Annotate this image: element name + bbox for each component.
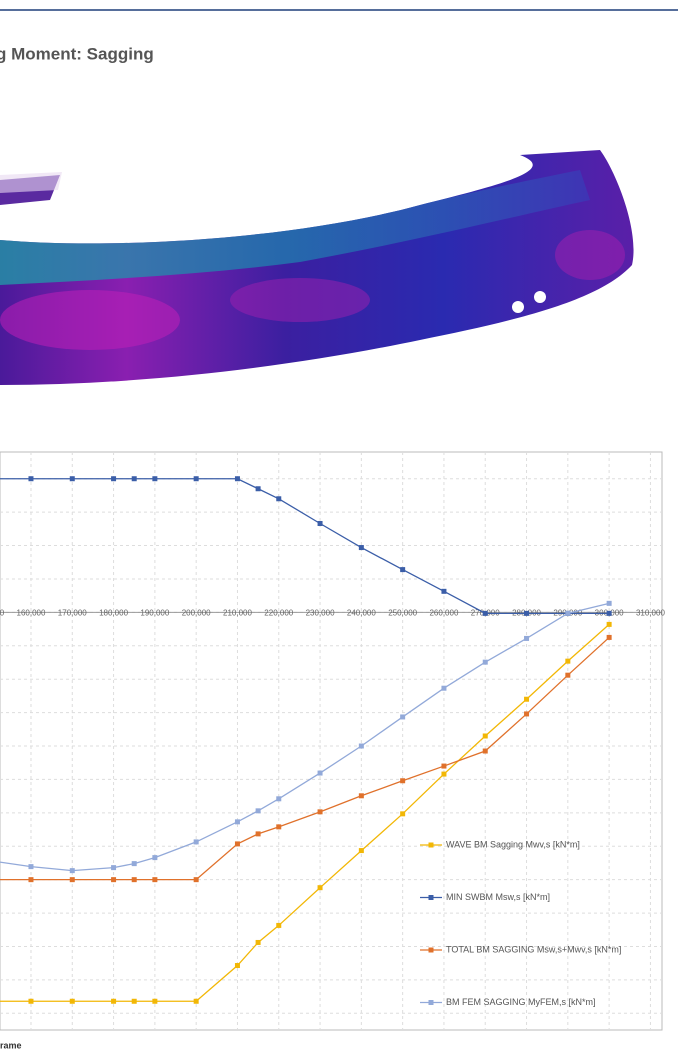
data-point (256, 486, 261, 491)
data-point (359, 744, 364, 749)
data-point (28, 999, 33, 1004)
data-point (111, 999, 116, 1004)
legend-label: BM FEM SAGGING MyFEM,s [kN*m] (446, 997, 596, 1007)
legend-label: WAVE BM Sagging Mwv,s [kN*m] (446, 839, 580, 849)
data-point (400, 811, 405, 816)
data-point (132, 877, 137, 882)
data-point (359, 793, 364, 798)
x-tick-label: 220,000 (264, 608, 293, 617)
data-point (276, 923, 281, 928)
x-tick-label: 160,000 (17, 608, 46, 617)
data-point (400, 714, 405, 719)
legend-label: TOTAL BM SAGGING Msw,s+Mwv,s [kN*m] (446, 944, 621, 954)
data-point (483, 660, 488, 665)
data-point (256, 940, 261, 945)
x-tick-label: 180,000 (99, 608, 128, 617)
ship-model (0, 150, 634, 385)
data-point (565, 659, 570, 664)
data-point (256, 808, 261, 813)
data-point (607, 611, 612, 616)
data-point (70, 868, 75, 873)
data-point (524, 711, 529, 716)
x-tick-label: 170,000 (58, 608, 87, 617)
data-point (318, 809, 323, 814)
series-line (0, 603, 609, 870)
series-line (0, 479, 609, 614)
data-point (607, 622, 612, 627)
data-point (28, 864, 33, 869)
data-point (256, 831, 261, 836)
data-point (111, 877, 116, 882)
data-point (441, 772, 446, 777)
legend-marker (429, 1000, 434, 1005)
data-point (235, 476, 240, 481)
data-point (276, 796, 281, 801)
data-point (483, 733, 488, 738)
data-point (524, 636, 529, 641)
data-point (70, 877, 75, 882)
data-point (132, 476, 137, 481)
legend-marker (429, 895, 434, 900)
x-tick-label: 250,000 (388, 608, 417, 617)
plot-frame (0, 452, 662, 1030)
data-point (400, 778, 405, 783)
data-point (359, 848, 364, 853)
page: {"chart_data": {"type": "line", "title":… (0, 0, 678, 1050)
data-point (194, 839, 199, 844)
legend-marker (429, 948, 434, 953)
data-point (152, 999, 157, 1004)
data-point (483, 749, 488, 754)
data-point (28, 877, 33, 882)
data-point (318, 885, 323, 890)
data-point (235, 819, 240, 824)
data-point (152, 855, 157, 860)
data-point (152, 476, 157, 481)
data-point (318, 521, 323, 526)
data-point (70, 999, 75, 1004)
data-point (524, 697, 529, 702)
data-point (194, 999, 199, 1004)
data-point (565, 673, 570, 678)
x-axis-title: rame (0, 1040, 22, 1050)
data-point (359, 545, 364, 550)
slide: g Moment: Sagging 150,000 160,000 170,000 1… (0, 0, 678, 1050)
x-tick-label: 260,000 (429, 608, 458, 617)
data-point (607, 601, 612, 606)
x-tick-label: 200,000 (182, 608, 211, 617)
data-point (132, 999, 137, 1004)
data-point (565, 611, 570, 616)
x-tick-label: 240,000 (347, 608, 376, 617)
legend-label: MIN SWBM Msw,s [kN*m] (446, 892, 550, 902)
data-point (70, 476, 75, 481)
data-point (235, 841, 240, 846)
data-point (400, 567, 405, 572)
data-point (276, 496, 281, 501)
slide-title: g Moment: Sagging (0, 44, 154, 63)
legend-marker (429, 843, 434, 848)
data-point (276, 824, 281, 829)
data-point (483, 611, 488, 616)
data-point (318, 771, 323, 776)
data-point (152, 877, 157, 882)
data-point (194, 877, 199, 882)
x-tick-label: 190,000 (140, 608, 169, 617)
data-point (194, 476, 199, 481)
data-point (28, 476, 33, 481)
data-point (524, 611, 529, 616)
data-point (441, 589, 446, 594)
data-point (111, 476, 116, 481)
data-point (607, 635, 612, 640)
x-tick-label: 310,000 (636, 608, 665, 617)
data-point (111, 865, 116, 870)
x-tick-label: 210,000 (223, 608, 252, 617)
data-point (132, 861, 137, 866)
data-point (441, 686, 446, 691)
data-point (235, 963, 240, 968)
data-point (441, 764, 446, 769)
x-tick-label: 230,000 (306, 608, 335, 617)
x-tick-label: 150,000 (0, 608, 5, 617)
